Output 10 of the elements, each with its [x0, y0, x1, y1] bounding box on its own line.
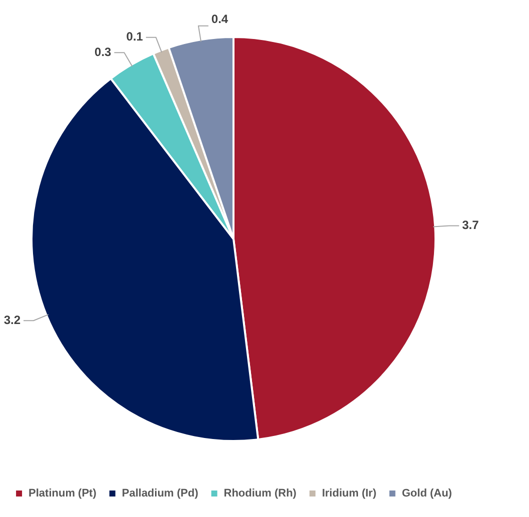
legend-label: Iridium (Ir) [322, 488, 377, 500]
legend-label: Rhodium (Rh) [224, 488, 297, 500]
data-label: 0.1 [126, 30, 144, 44]
legend-label: Palladium (Pd) [122, 488, 199, 500]
legend-label: Gold (Au) [402, 488, 452, 500]
legend-label: Platinum (Pt) [28, 488, 97, 500]
data-label: 3.2 [4, 312, 21, 327]
data-label: 0.4 [211, 12, 228, 26]
data-label: 0.3 [94, 44, 112, 59]
data-label: 3.7 [462, 218, 480, 232]
